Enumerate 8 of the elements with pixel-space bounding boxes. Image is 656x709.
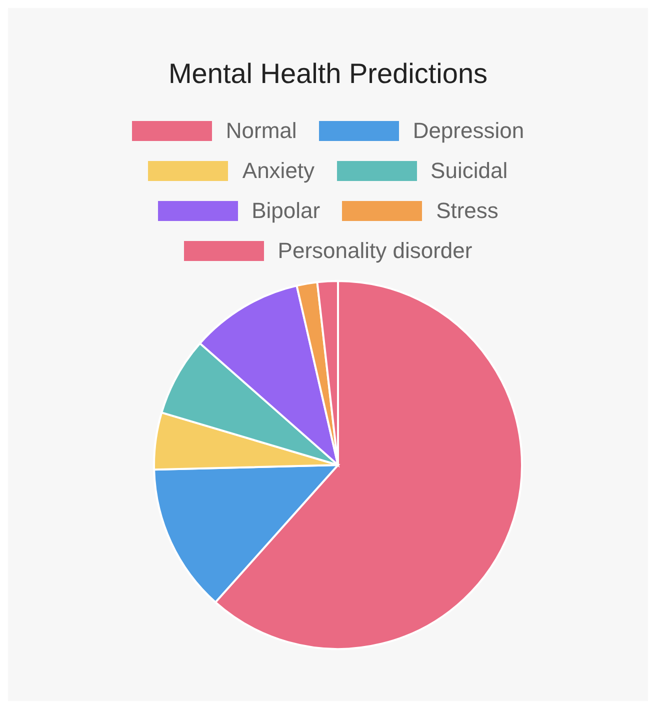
legend-label: Depression — [412, 118, 524, 144]
legend-label: Normal — [226, 118, 297, 144]
legend-label: Suicidal — [430, 158, 508, 184]
legend-label: Bipolar — [252, 198, 320, 224]
legend-label: Stress — [436, 198, 498, 224]
legend-label: Anxiety — [242, 158, 315, 184]
legend-label: Personality disorder — [278, 238, 472, 264]
chart-title: Mental Health Predictions — [167, 58, 489, 90]
